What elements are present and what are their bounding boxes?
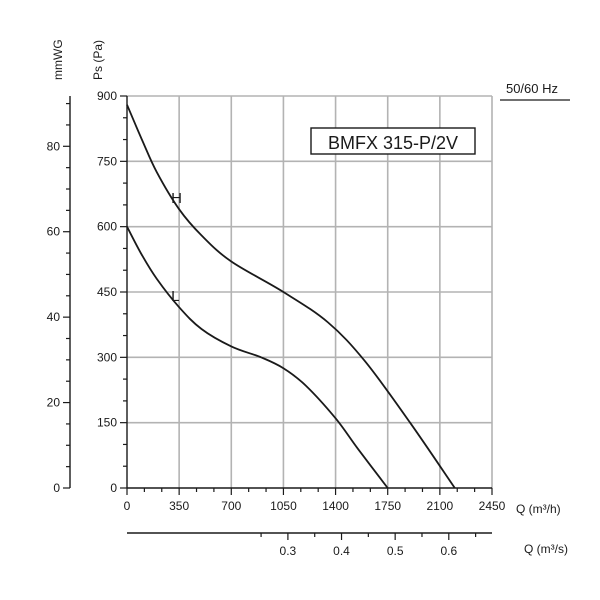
m3s-tick-label: 0.5 — [387, 544, 404, 558]
mmwg-tick-label: 40 — [47, 310, 61, 324]
x-tick-label: 350 — [169, 499, 189, 513]
m3s-tick-label: 0.6 — [440, 544, 457, 558]
x-tick-label: 1750 — [374, 499, 401, 513]
pa-tick-label: 600 — [97, 220, 117, 234]
series-label-l: L — [171, 288, 179, 305]
x-tick-label: 2450 — [479, 499, 506, 513]
x-tick-label: 2100 — [427, 499, 454, 513]
series — [126, 104, 456, 489]
x-axis-title: Q (m³/h) — [516, 502, 561, 516]
x-tick-label: 0 — [124, 499, 131, 513]
x2-axis-title: Q (m³/s) — [524, 542, 568, 556]
m3s-tick-label: 0.3 — [280, 544, 297, 558]
mmwg-tick-label: 0 — [53, 481, 60, 495]
m3s-tick-label: 0.4 — [333, 544, 350, 558]
labels: 0 150 300 450 600 750 900 0 20 40 60 80 0 350 700 1050 1… — [47, 89, 506, 558]
pa-tick-label: 900 — [97, 89, 117, 103]
pa-tick-label: 0 — [110, 481, 117, 495]
grid — [127, 95, 493, 488]
mmwg-tick-label: 60 — [47, 225, 61, 239]
series-line-h — [126, 104, 456, 489]
pa-tick-label: 150 — [97, 416, 117, 430]
title-box — [310, 127, 476, 155]
pa-tick-label: 750 — [97, 154, 117, 168]
pa-axis-title: Ps (Pa) — [91, 40, 105, 80]
x-tick-label: 1050 — [270, 499, 297, 513]
mmwg-tick-label: 80 — [47, 139, 61, 153]
series-label-h: H — [171, 190, 182, 207]
pa-tick-label: 450 — [97, 285, 117, 299]
x-tick-label: 1400 — [322, 499, 349, 513]
series-line-l — [126, 226, 389, 489]
axes — [63, 95, 493, 540]
frequency-label: 50/60 Hz — [506, 81, 558, 96]
pa-tick-label: 300 — [97, 350, 117, 364]
chart-title: BMFX 315-P/2V — [328, 133, 458, 153]
x-tick-label: 700 — [221, 499, 241, 513]
mmwg-axis-title: mmWG — [51, 39, 65, 80]
mmwg-tick-label: 20 — [47, 396, 61, 410]
